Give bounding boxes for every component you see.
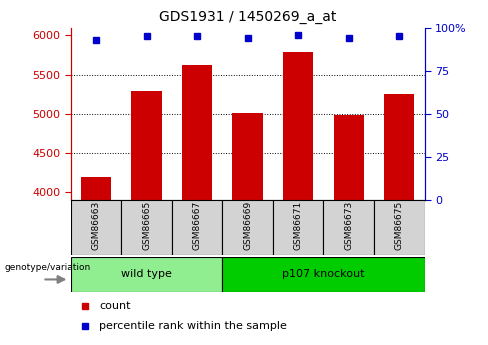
- Bar: [283, 52, 313, 345]
- Bar: [273, 200, 324, 255]
- Text: GSM86665: GSM86665: [142, 200, 151, 249]
- Text: wild type: wild type: [121, 269, 172, 279]
- Bar: [172, 200, 223, 255]
- Title: GDS1931 / 1450269_a_at: GDS1931 / 1450269_a_at: [159, 10, 336, 24]
- Text: percentile rank within the sample: percentile rank within the sample: [99, 321, 287, 331]
- Bar: [122, 200, 172, 255]
- Bar: [374, 200, 425, 255]
- Bar: [182, 65, 212, 345]
- Bar: [81, 177, 111, 345]
- Text: GSM86669: GSM86669: [243, 200, 252, 249]
- Text: genotype/variation: genotype/variation: [5, 263, 91, 272]
- Text: GSM86667: GSM86667: [193, 200, 202, 249]
- Bar: [384, 94, 414, 345]
- Bar: [324, 200, 374, 255]
- Bar: [223, 200, 273, 255]
- Text: p107 knockout: p107 knockout: [282, 269, 365, 279]
- Text: count: count: [99, 301, 131, 311]
- Bar: [223, 257, 425, 292]
- Bar: [334, 116, 364, 345]
- Text: GSM86675: GSM86675: [395, 200, 404, 249]
- Bar: [71, 257, 223, 292]
- Bar: [131, 91, 162, 345]
- Text: GSM86671: GSM86671: [294, 200, 303, 249]
- Bar: [232, 113, 263, 345]
- Text: GSM86673: GSM86673: [344, 200, 353, 249]
- Text: GSM86663: GSM86663: [92, 200, 101, 249]
- Bar: [71, 200, 122, 255]
